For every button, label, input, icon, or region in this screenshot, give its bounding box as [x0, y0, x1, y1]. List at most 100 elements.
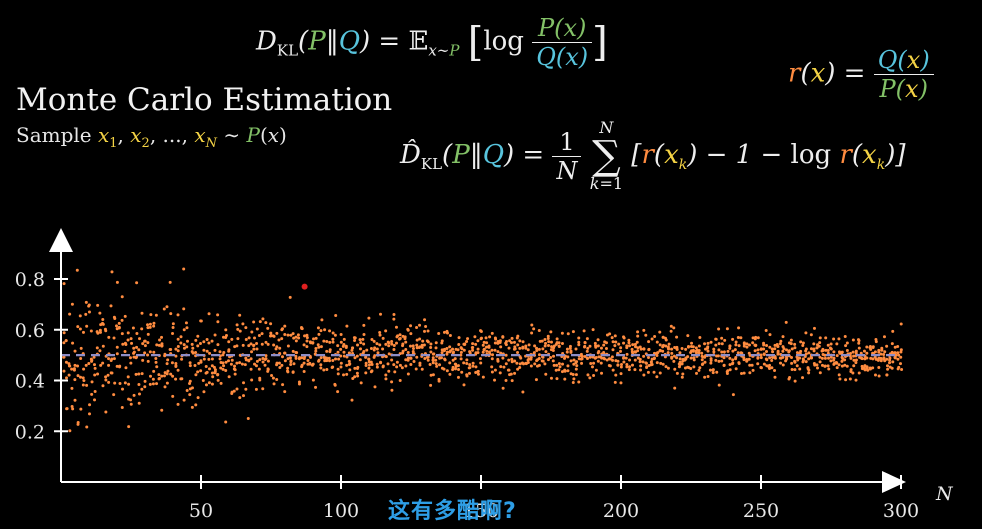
data-point [372, 348, 376, 352]
data-point [873, 350, 877, 354]
data-point [196, 396, 200, 400]
data-point [62, 355, 66, 359]
data-point [700, 354, 704, 358]
data-point [829, 342, 833, 346]
data-point [890, 342, 894, 346]
data-point [179, 335, 183, 339]
data-point [317, 358, 321, 362]
data-point [533, 344, 537, 348]
data-point [658, 371, 662, 375]
data-point [619, 346, 623, 350]
data-point [737, 362, 741, 366]
data-point [342, 350, 346, 354]
data-point [255, 342, 259, 346]
data-point [261, 357, 265, 361]
data-point [703, 375, 707, 379]
data-point [216, 343, 220, 347]
data-point [644, 361, 648, 365]
data-point [435, 364, 439, 368]
data-point [434, 362, 438, 366]
data-point [65, 376, 69, 380]
data-point [740, 351, 744, 355]
data-point [68, 312, 72, 316]
data-point [152, 321, 156, 325]
data-point [98, 328, 102, 332]
data-point [317, 332, 321, 336]
data-point [574, 367, 578, 371]
data-point [650, 337, 654, 341]
data-point [98, 311, 102, 315]
data-point [801, 360, 805, 364]
data-point [734, 356, 738, 360]
data-point [789, 342, 793, 346]
data-point [191, 346, 195, 350]
data-point [327, 356, 331, 360]
data-point [639, 368, 643, 372]
data-point [835, 342, 839, 346]
x-tick-label: 200 [603, 500, 639, 522]
data-point [611, 368, 615, 372]
data-point [92, 355, 96, 359]
data-point [202, 390, 206, 394]
data-point [99, 363, 103, 367]
data-point [437, 331, 441, 335]
data-point [773, 369, 777, 373]
data-point [592, 373, 596, 377]
data-point [420, 343, 424, 347]
data-point [252, 344, 256, 348]
data-point [510, 336, 514, 340]
data-point [768, 356, 772, 360]
data-point [673, 386, 677, 390]
data-point [639, 364, 643, 368]
data-point [306, 358, 310, 362]
data-point [140, 372, 144, 376]
data-point [504, 339, 508, 343]
data-point [126, 331, 130, 335]
data-point [278, 346, 282, 350]
data-point [568, 344, 572, 348]
data-point [155, 365, 159, 369]
data-point [120, 332, 124, 336]
data-point [204, 371, 208, 375]
data-point [286, 333, 290, 337]
data-point [297, 357, 301, 361]
data-point [572, 377, 576, 381]
data-point [347, 363, 351, 367]
data-point [143, 344, 147, 348]
data-point [529, 357, 533, 361]
data-point [255, 359, 259, 363]
x-tick-label: 150 [463, 500, 499, 522]
data-point [120, 405, 124, 409]
data-point [845, 341, 849, 345]
data-point [434, 341, 438, 345]
data-point [300, 326, 304, 330]
data-point [345, 324, 349, 328]
data-point [692, 356, 696, 360]
y-axis-arrow [49, 228, 73, 252]
data-point [174, 377, 178, 381]
data-point [481, 343, 485, 347]
data-point [770, 366, 774, 370]
data-point [319, 329, 323, 333]
data-point [345, 363, 349, 367]
data-point [820, 363, 824, 367]
data-point [308, 361, 312, 365]
data-point [482, 348, 486, 352]
data-point [152, 324, 156, 328]
data-point [759, 366, 763, 370]
data-point [574, 347, 578, 351]
data-point [344, 345, 348, 349]
data-point [381, 347, 385, 351]
data-point [865, 365, 869, 369]
data-point [731, 337, 735, 341]
data-point [165, 381, 169, 385]
data-point [619, 372, 623, 376]
data-point [362, 350, 366, 354]
data-point [711, 371, 715, 375]
data-point [459, 357, 463, 361]
data-point [661, 335, 665, 339]
data-point [67, 373, 71, 377]
data-point [818, 360, 822, 364]
data-point [731, 349, 735, 353]
data-point [714, 358, 718, 362]
